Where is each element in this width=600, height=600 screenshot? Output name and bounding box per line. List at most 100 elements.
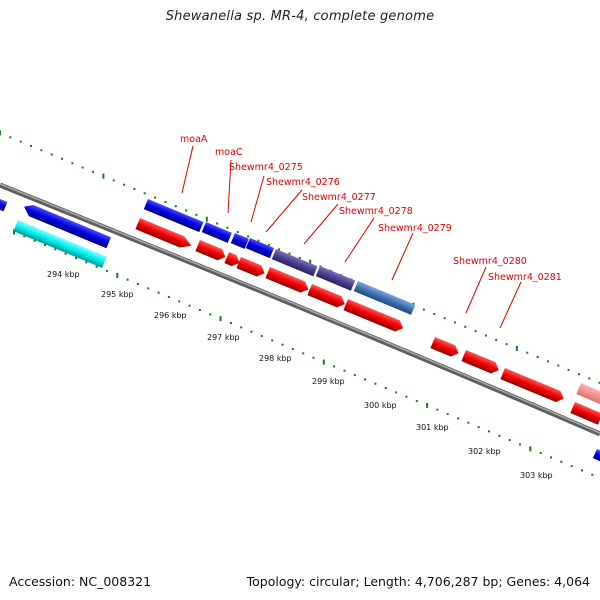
- track-dot: [81, 166, 84, 169]
- track-dot: [143, 192, 146, 195]
- reverse-cds[interactable]: [236, 257, 266, 279]
- track-dot: [567, 368, 570, 371]
- reverse-cds[interactable]: [461, 350, 501, 376]
- track-dot: [236, 231, 239, 234]
- track-dot: [50, 153, 53, 156]
- track-dot: [229, 322, 232, 324]
- forward-cds[interactable]: [0, 197, 8, 212]
- moaC-gene[interactable]: [201, 222, 232, 243]
- track-dot: [312, 356, 315, 359]
- track-dot: [591, 473, 594, 476]
- track-dot: [598, 381, 600, 384]
- track-dot: [560, 460, 563, 463]
- track-dot: [578, 373, 580, 376]
- track-dot: [477, 426, 480, 429]
- shewmr4-0275-gene[interactable]: [230, 233, 249, 249]
- reverse-cds[interactable]: [224, 252, 242, 268]
- forward-cds-edge[interactable]: [592, 449, 600, 463]
- track-dot: [505, 343, 508, 346]
- tick-label-302: 302 kbp: [468, 447, 501, 456]
- reverse-cds[interactable]: [307, 284, 347, 310]
- gene-label-shewmr4-0277[interactable]: Shewmr4_0277: [302, 192, 376, 203]
- shewmr4-0277-gene[interactable]: [271, 248, 318, 277]
- shewmr4-0278-gene[interactable]: [315, 266, 356, 291]
- tick-label-303: 303 kbp: [520, 471, 553, 480]
- reverse-cds[interactable]: [265, 267, 310, 295]
- track-dot: [333, 365, 336, 368]
- track-dot: [105, 270, 108, 272]
- tick-label-299: 299 kbp: [312, 377, 345, 386]
- track-dot: [75, 257, 77, 259]
- track-dot: [281, 343, 284, 346]
- track-dot: [364, 378, 367, 381]
- track-dot: [526, 351, 529, 354]
- track-dot: [133, 188, 136, 190]
- track-dot: [71, 162, 74, 165]
- track-dot: [40, 149, 43, 152]
- reverse-cds[interactable]: [343, 299, 405, 334]
- moaA-gene[interactable]: [143, 199, 204, 233]
- track-dot: [426, 402, 429, 408]
- track-dot: [484, 334, 487, 337]
- gene-label-moaA[interactable]: moaA: [180, 134, 208, 145]
- gene-label-shewmr4-0275[interactable]: Shewmr4_0275: [229, 162, 303, 173]
- track-dot: [136, 283, 139, 285]
- track-dot: [374, 382, 377, 385]
- track-dot: [495, 338, 498, 341]
- track-dot: [54, 248, 57, 251]
- track-dot: [539, 452, 542, 455]
- reverse-cds[interactable]: [195, 240, 227, 263]
- gene-label-shewmr4-0279[interactable]: Shewmr4_0279: [378, 223, 452, 234]
- track-dot: [453, 321, 456, 324]
- track-dot: [415, 400, 418, 403]
- track-dot: [13, 229, 15, 235]
- gene-label-shewmr4-0281[interactable]: Shewmr4_0281: [488, 272, 562, 283]
- reverse-cds[interactable]: [500, 368, 566, 404]
- gene-label-shewmr4-0278[interactable]: Shewmr4_0278: [339, 206, 413, 217]
- reverse-cds[interactable]: [135, 218, 193, 251]
- track-dot: [529, 446, 532, 452]
- gene-label-shewmr4-0276[interactable]: Shewmr4_0276: [266, 177, 340, 188]
- forward-cds[interactable]: [21, 202, 111, 249]
- shewmr4-0279-gene[interactable]: [353, 281, 416, 315]
- track-dot: [588, 377, 591, 380]
- track-dot: [116, 272, 119, 278]
- pseudo-feature[interactable]: [576, 383, 600, 406]
- genome-backbone: [0, 182, 600, 437]
- track-dot: [205, 216, 208, 222]
- rna-feature[interactable]: [13, 220, 107, 268]
- gene-label-shewmr4-0280[interactable]: Shewmr4_0280: [453, 256, 527, 267]
- track-dot: [422, 308, 425, 311]
- track-dot: [474, 330, 477, 333]
- tick-label-295: 295 kbp: [101, 290, 134, 299]
- track-dot: [195, 213, 198, 216]
- track-dot: [343, 369, 346, 372]
- reverse-cds[interactable]: [570, 402, 600, 425]
- gene-label-moaC[interactable]: moaC: [215, 147, 243, 158]
- track-dot: [19, 140, 22, 143]
- track-dot: [112, 179, 115, 182]
- track-dot: [185, 209, 188, 212]
- tick-label-301: 301 kbp: [416, 423, 449, 432]
- track-dot: [174, 205, 177, 208]
- track-dot: [64, 252, 67, 255]
- reverse-cds[interactable]: [430, 337, 460, 359]
- shewmr4-0276-gene[interactable]: [245, 238, 275, 259]
- track-dot: [557, 364, 560, 367]
- track-dot: [178, 300, 181, 303]
- tick-label-300: 300 kbp: [364, 401, 397, 410]
- track-dot: [102, 173, 105, 179]
- track-dot: [536, 356, 539, 358]
- track-dot: [247, 235, 250, 238]
- track-dot: [433, 312, 436, 315]
- tick-label-297: 297 kbp: [207, 333, 240, 342]
- track-dot: [550, 456, 552, 459]
- track-dot: [95, 265, 98, 268]
- track-dot: [436, 408, 439, 411]
- track-dot: [353, 374, 356, 377]
- track-dot: [488, 430, 490, 433]
- track-dot: [0, 130, 1, 136]
- track-dot: [519, 443, 521, 446]
- track-dot: [23, 235, 26, 238]
